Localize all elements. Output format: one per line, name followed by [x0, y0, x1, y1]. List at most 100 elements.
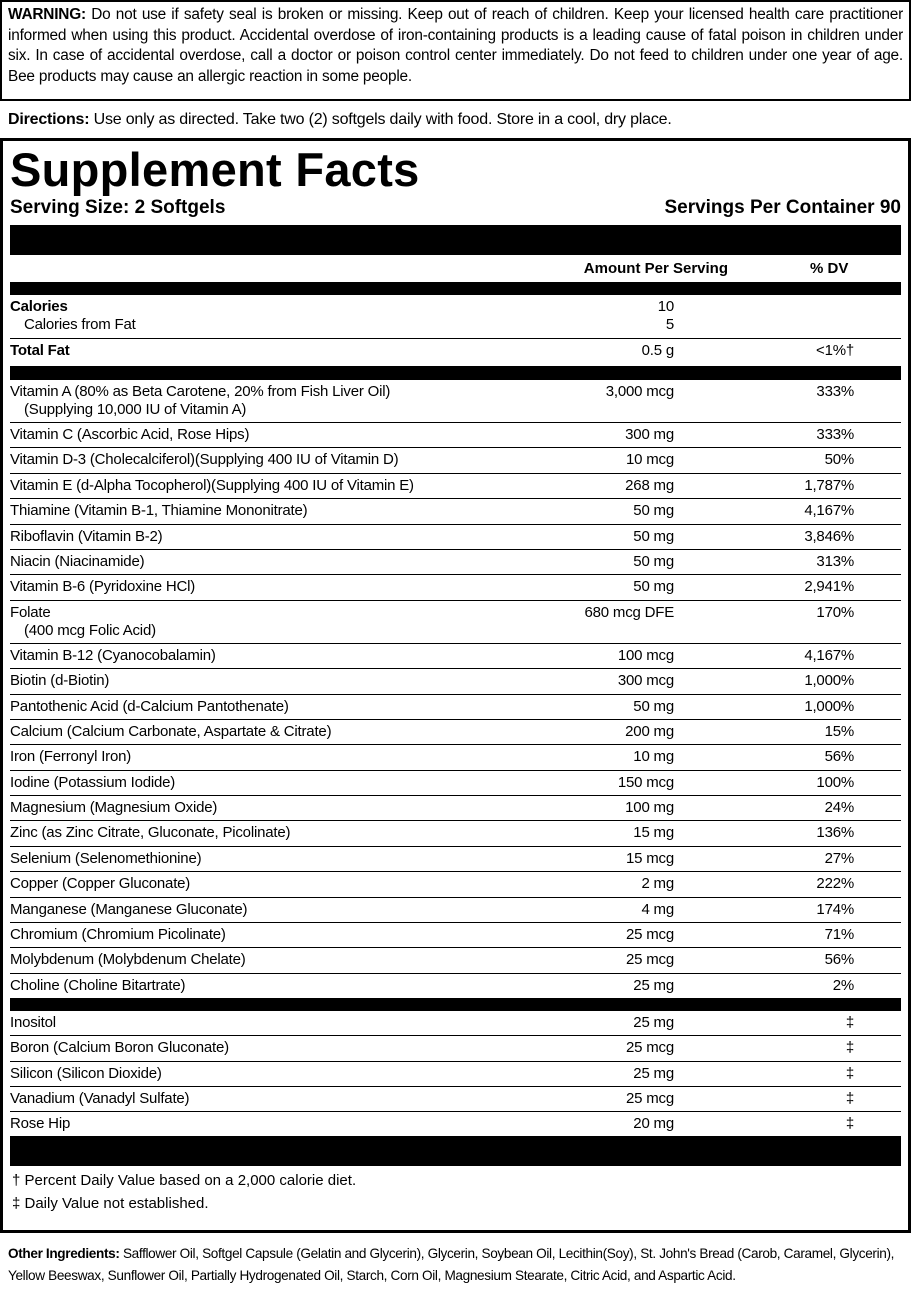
nutrient-row: Vitamin B-6 (Pyridoxine HCl) 50 mg 2,941% — [10, 575, 901, 601]
nutrient-name-cell: Calcium (Calcium Carbonate, Aspartate & … — [10, 720, 484, 744]
nutrient-name-cell: Choline (Choline Bitartrate) — [10, 974, 484, 998]
nutrient-name: Vitamin C (Ascorbic Acid, Rose Hips) — [10, 426, 250, 443]
nutrient-dv: 174% — [816, 900, 854, 918]
calories-amounts: 10 5 — [484, 295, 674, 338]
nutrient-note: (Supplying 10,000 IU of Vitamin A) — [24, 401, 247, 418]
nutrient-name-cell: Zinc (as Zinc Citrate, Gluconate, Picoli… — [10, 821, 484, 845]
thick-rule — [10, 998, 901, 1012]
nutrient-name-cell: Riboflavin (Vitamin B-2) — [10, 525, 484, 549]
nutrient-amount: 10 mcg — [626, 451, 674, 469]
nutrient-dv: ‡ — [845, 1114, 854, 1132]
nutrient-name-cell: Chromium (Chromium Picolinate) — [10, 923, 484, 947]
nutrient-amount: 15 mcg — [626, 849, 674, 867]
nutrient-name: Zinc (as Zinc Citrate, Gluconate, Picoli… — [10, 824, 291, 842]
nutrient-row: Selenium (Selenomethionine) 15 mcg 27% — [10, 847, 901, 873]
text: Do not use if safety seal is broken or m… — [8, 6, 903, 85]
nutrient-name: Thiamine (Vitamin B-1, Thiamine Mononitr… — [10, 502, 308, 520]
nutrient-amount: 20 mg — [633, 1114, 674, 1132]
nutrient-name-cell: Boron (Calcium Boron Gluconate) — [10, 1036, 484, 1060]
nutrient-dv: 56% — [824, 951, 855, 969]
nutrient-row: Choline (Choline Bitartrate) 25 mg 2% — [10, 974, 901, 1000]
label: Directions: — [8, 111, 90, 128]
nutrient-name: Vanadium (Vanadyl Sulfate) — [10, 1089, 190, 1107]
nutrient-name-cell: Vitamin D-3 (Cholecalciferol)(Supplying … — [10, 448, 484, 472]
nutrient-dv: 100% — [816, 773, 854, 791]
calories-labels: Calories Calories from Fat — [10, 295, 484, 338]
nutrient-name-cell: Niacin (Niacinamide) — [10, 550, 484, 574]
nutrient-name-cell: Vitamin B-12 (Cyanocobalamin) — [10, 644, 484, 668]
nutrient-dv: 1,000% — [804, 672, 854, 690]
nutrient-name-cell: Vanadium (Vanadyl Sulfate) — [10, 1087, 484, 1111]
nutrient-row: Vanadium (Vanadyl Sulfate) 25 mcg ‡ — [10, 1087, 901, 1112]
nutrient-name: Riboflavin (Vitamin B-2) — [10, 527, 163, 545]
nutrient-dv: 333% — [816, 426, 854, 443]
nutrient-amount: 10 mg — [633, 748, 674, 766]
nutrient-row: Biotin (d-Biotin) 300 mcg 1,000% — [10, 669, 901, 695]
nutrient-dv: 50% — [824, 451, 855, 469]
footnote: † Percent Daily Value based on a 2,000 c… — [12, 1172, 357, 1190]
nutrient-name-cell: Inositol — [10, 1011, 484, 1035]
nutrient-row: Vitamin E (d-Alpha Tocopherol)(Supplying… — [10, 474, 901, 500]
nutrient-amount: 25 mcg — [626, 1039, 674, 1057]
nutrient-dv: ‡ — [845, 1089, 854, 1107]
nutrient-row: Pantothenic Acid (d-Calcium Pantothenate… — [10, 695, 901, 720]
nutrient-row: Chromium (Chromium Picolinate) 25 mcg 71% — [10, 923, 901, 949]
amount-header: Amount Per Serving — [583, 260, 728, 277]
nutrient-amount: 25 mg — [633, 1064, 674, 1082]
panel-title: Supplement Facts — [10, 143, 420, 196]
nutrient-name-cell: Copper (Copper Gluconate) — [10, 872, 484, 896]
nutrient-name-cell: Biotin (d-Biotin) — [10, 669, 484, 693]
nutrient-amount: 100 mg — [625, 799, 674, 817]
calories-label: Calories — [10, 298, 68, 315]
nutrient-dv: ‡ — [845, 1039, 854, 1057]
nutrient-amount: 50 mg — [633, 552, 674, 570]
nutrient-row: Inositol 25 mg ‡ — [10, 1011, 901, 1037]
nutrient-row: Vitamin C (Ascorbic Acid, Rose Hips) 300 … — [10, 423, 901, 449]
nutrient-name: Niacin (Niacinamide) — [10, 552, 145, 570]
nutrient-amount: 50 mg — [633, 502, 674, 520]
total-fat-row: Total Fat 0.5 g <1%† — [10, 339, 901, 366]
nutrient-amount: 25 mg — [633, 1014, 674, 1032]
nutrient-name: Choline (Choline Bitartrate) — [10, 976, 186, 994]
nutrient-row: Iron (Ferronyl Iron) 10 mg 56% — [10, 745, 901, 771]
nutrient-amount: 25 mcg — [626, 951, 674, 969]
nutrient-name-cell: Folate (400 mcg Folic Acid) — [10, 601, 484, 643]
nutrient-name-cell: Magnesium (Magnesium Oxide) — [10, 796, 484, 820]
nutrient-row: Manganese (Manganese Gluconate) 4 mg 174% — [10, 898, 901, 924]
nutrient-name: Biotin (d-Biotin) — [10, 672, 110, 690]
nutrient-amount: 268 mg — [625, 476, 674, 494]
calories-from-fat-amount: 5 — [665, 316, 674, 333]
nutrient-name: Vitamin E (d-Alpha Tocopherol)(Supplying… — [10, 476, 414, 494]
nutrient-amount: 15 mg — [633, 824, 674, 842]
nutrient-amount: 3,000 mcg — [605, 383, 674, 400]
servings-per-container: Servings Per Container 90 — [664, 197, 901, 218]
nutrient-dv: 27% — [824, 849, 855, 867]
nutrient-dv: 1,000% — [804, 697, 854, 715]
nutrient-row: Boron (Calcium Boron Gluconate) 25 mcg ‡ — [10, 1036, 901, 1062]
empty-cell — [674, 295, 854, 338]
nutrient-name-cell: Vitamin C (Ascorbic Acid, Rose Hips) — [10, 423, 484, 447]
nutrient-name: Vitamin A (80% as Beta Carotene, 20% fro… — [10, 383, 391, 400]
nutrient-amount: 4 mg — [641, 900, 674, 918]
nutrient-dv: 4,167% — [804, 646, 854, 664]
nutrient-dv: ‡ — [845, 1064, 854, 1082]
footnotes: † Percent Daily Value based on a 2,000 c… — [10, 1169, 901, 1215]
nutrient-name: Iron (Ferronyl Iron) — [10, 748, 132, 766]
nutrient-dv: 313% — [816, 552, 854, 570]
nutrient-name: Vitamin B-12 (Cyanocobalamin) — [10, 646, 216, 664]
nutrient-row: Magnesium (Magnesium Oxide) 100 mg 24% — [10, 796, 901, 822]
nutrient-dv: 56% — [824, 748, 855, 766]
nutrient-amount: 0.5 g — [641, 342, 675, 359]
calories-row: Calories Calories from Fat 10 5 — [10, 295, 901, 339]
nutrient-dv: 2% — [832, 976, 854, 994]
nutrient-dv: 2,941% — [804, 578, 854, 596]
nutrient-dv: ‡ — [845, 1014, 854, 1032]
serving-info: Serving Size: 2 Softgels Servings Per Con… — [10, 197, 901, 221]
nutrient-name: Inositol — [10, 1014, 56, 1032]
nutrient-row: Folate (400 mcg Folic Acid) 680 mcg DFE 170… — [10, 601, 901, 644]
nutrient-name-cell: Iodine (Potassium Iodide) — [10, 771, 484, 795]
directions: Directions: Use only as directed. Take t… — [8, 111, 672, 129]
dv-header: % DV — [810, 260, 849, 277]
nutrient-name-cell: Molybdenum (Molybdenum Chelate) — [10, 948, 484, 972]
nutrient-name-cell: Thiamine (Vitamin B-1, Thiamine Mononitr… — [10, 499, 484, 523]
